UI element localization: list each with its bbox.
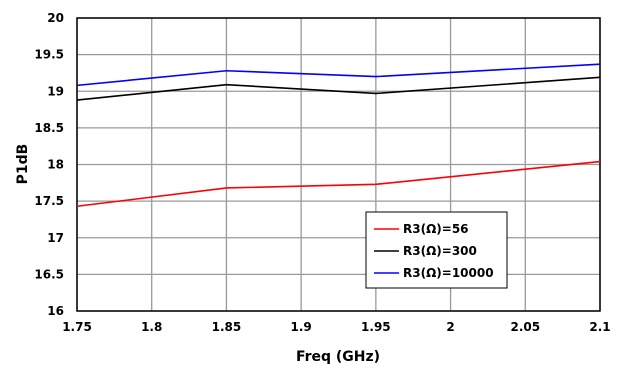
x-tick-label: 2 (446, 320, 454, 334)
legend: R3(Ω)=56 R3(Ω)=300 R3(Ω)=10000 (365, 211, 508, 289)
y-tick-label: 16.5 (34, 267, 64, 281)
plot-area-border (76, 17, 601, 312)
y-tick-label: 18.5 (34, 121, 64, 135)
y-tick-label: 17 (47, 231, 64, 245)
series-line-1 (76, 76, 601, 101)
legend-label: R3(Ω)=56 (403, 222, 469, 236)
x-tick-label: 1.85 (212, 320, 242, 334)
y-tick-label: 16 (47, 304, 64, 318)
y-tick-label: 20 (47, 11, 64, 25)
series-line-2 (76, 63, 601, 87)
grid (76, 17, 601, 312)
y-tick-label: 19 (47, 84, 64, 98)
y-tick-label: 19.5 (34, 48, 64, 62)
legend-box (365, 211, 508, 289)
y-tick-labels: 16 16.5 17 17.5 18 18.5 19 19.5 20 (34, 11, 64, 318)
y-tick-label: 17.5 (34, 194, 64, 208)
x-tick-label: 2.05 (510, 320, 540, 334)
series-lines (76, 63, 601, 208)
x-tick-label: 1.95 (361, 320, 391, 334)
legend-label: R3(Ω)=10000 (403, 266, 494, 280)
x-tick-label: 1.9 (291, 320, 312, 334)
x-tick-label: 2.1 (589, 320, 610, 334)
y-axis-title: P1dB (15, 144, 31, 185)
x-tick-label: 1.8 (141, 320, 162, 334)
legend-label: R3(Ω)=300 (403, 244, 477, 258)
x-axis-title: Freq (GHz) (296, 349, 380, 365)
y-tick-label: 18 (47, 158, 64, 172)
series-line-0 (76, 160, 601, 208)
x-tick-labels: 1.75 1.8 1.85 1.9 1.95 2 2.05 2.1 (62, 320, 610, 334)
x-tick-label: 1.75 (62, 320, 92, 334)
